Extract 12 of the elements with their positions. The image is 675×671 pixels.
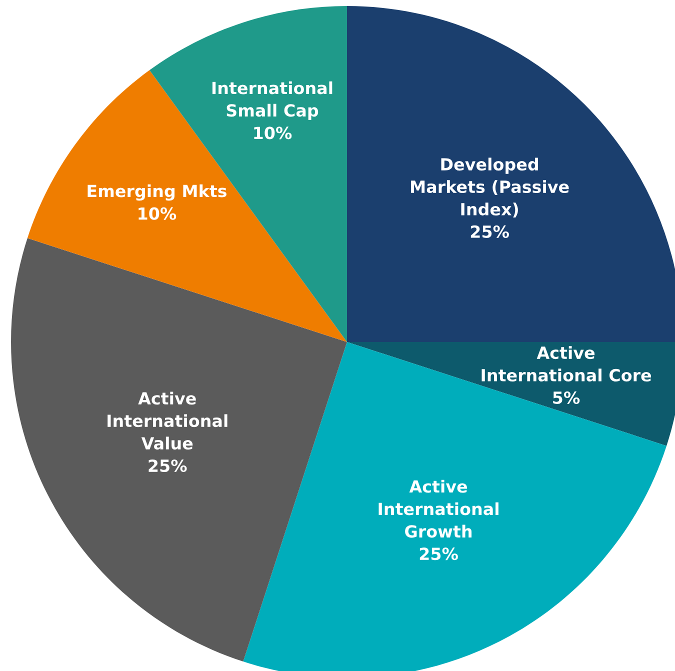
data-label: 10% <box>254 126 292 140</box>
data-label: 25% <box>420 548 458 560</box>
slice-label: Developed Markets (Passive Index) <box>411 158 569 218</box>
data-label: 25% <box>148 459 187 472</box>
slice-label: Active International Value <box>108 392 228 450</box>
data-label: 25% <box>470 225 509 238</box>
data-label: 5% <box>553 391 580 404</box>
slice-label: Active International Growth <box>378 480 498 538</box>
data-label: 10% <box>138 207 176 220</box>
slice-label: International Small Cap <box>212 81 332 120</box>
slice-label: Active International Core <box>482 346 652 382</box>
slice-label: Emerging Mkts <box>88 184 226 201</box>
